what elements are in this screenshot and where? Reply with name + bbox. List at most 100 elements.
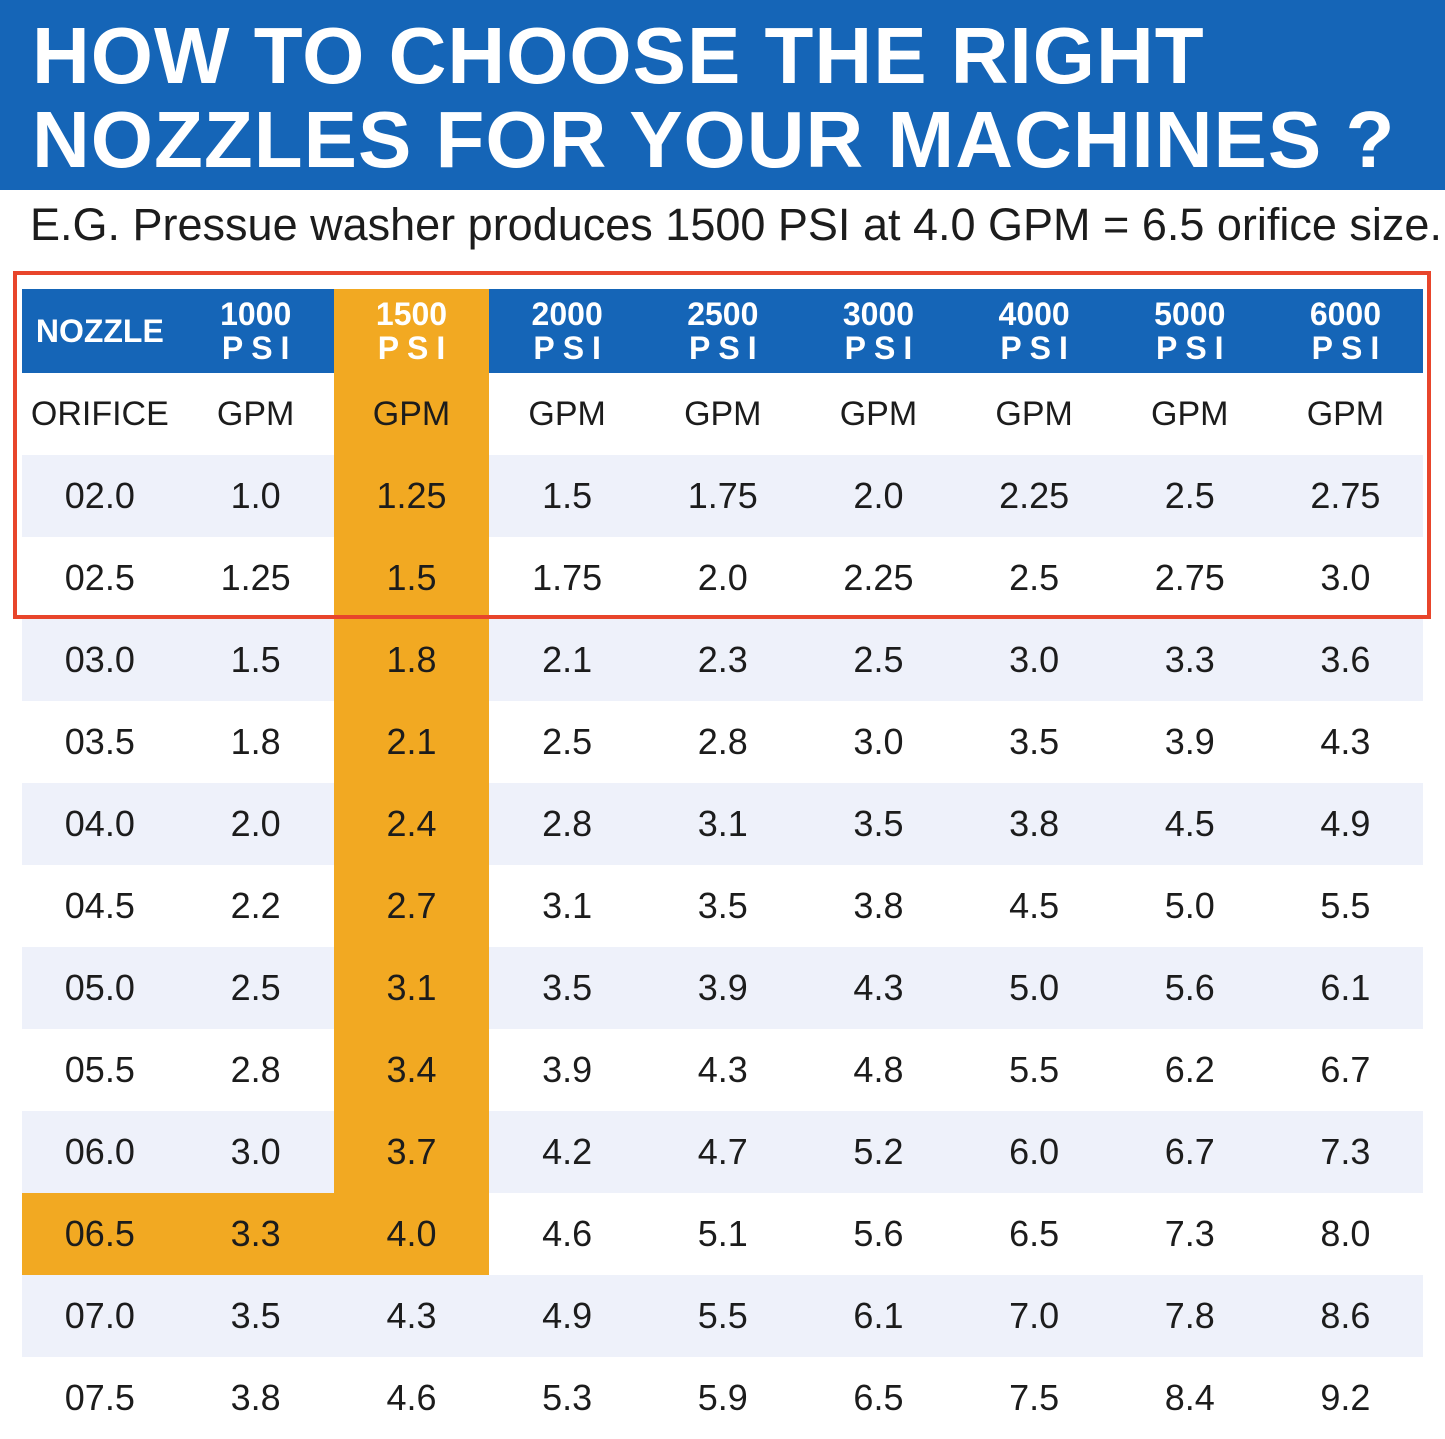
units-cell-gpm: GPM	[1306, 394, 1385, 433]
units-cell-gpm: GPM	[839, 394, 918, 433]
gpm-cell: 1.75	[687, 475, 758, 516]
gpm-cell: 2.5	[542, 721, 593, 762]
header-row: NOZZLE 1000 PSI 1500 PSI 2000 PSI 2500 PSI 3000 PS…	[22, 289, 1423, 373]
gpm-cell: 6.2	[1164, 1049, 1215, 1090]
gpm-cell: 3.1	[542, 885, 593, 926]
gpm-cell: 2.1	[333, 701, 490, 783]
gpm-cell: 3.5	[1009, 721, 1060, 762]
gpm-cell: 5.1	[697, 1213, 748, 1254]
header-cell-4000-psi: 4000 PSI	[956, 289, 1112, 373]
gpm-cell: 4.3	[697, 1049, 748, 1090]
table-row: 07.0 3.5 4.3 4.9 5.5 6.1 7.0 7.8 8.6	[22, 1275, 1423, 1357]
table-row: 03.0 1.5 1.8 2.1 2.3 2.5 3.0 3.3 3.6	[22, 619, 1423, 701]
table-row: 05.0 2.5 3.1 3.5 3.9 4.3 5.0 5.6 6.1	[22, 947, 1423, 1029]
gpm-cell: 5.3	[542, 1377, 593, 1418]
gpm-cell: 3.0	[230, 1131, 281, 1172]
title-line-1: HOW TO CHOOSE THE RIGHT	[32, 11, 1205, 100]
gpm-cell: 2.75	[1154, 557, 1225, 598]
gpm-cell: 4.9	[1320, 803, 1371, 844]
orifice-cell: 07.5	[64, 1377, 135, 1418]
pressure-value: 2500	[687, 296, 759, 332]
table-row: 06.0 3.0 3.7 4.2 4.7 5.2 6.0 6.7 7.3	[22, 1111, 1423, 1193]
pressure-unit: PSI	[377, 330, 454, 366]
table-row: 04.0 2.0 2.4 2.8 3.1 3.5 3.8 4.5 4.9	[22, 783, 1423, 865]
gpm-cell: 6.5	[853, 1377, 904, 1418]
pressure-unit: PSI	[533, 330, 609, 366]
gpm-cell: 3.6	[1320, 639, 1371, 680]
units-cell-gpm: GPM	[684, 394, 762, 433]
gpm-cell: 4.7	[697, 1131, 748, 1172]
gpm-cell: 1.0	[230, 475, 281, 516]
gpm-cell: 1.75	[532, 557, 603, 598]
example-note: E.G. Pressue washer produces 1500 PSI at…	[30, 199, 1442, 250]
gpm-cell: 5.5	[697, 1295, 748, 1336]
gpm-cell: 3.4	[333, 1029, 490, 1111]
orifice-cell: 03.5	[64, 721, 135, 762]
gpm-cell: 6.7	[1164, 1131, 1215, 1172]
gpm-cell: 5.6	[853, 1213, 904, 1254]
gpm-cell: 3.3	[177, 1193, 334, 1275]
gpm-cell: 3.5	[542, 967, 593, 1008]
gpm-cell: 7.3	[1164, 1213, 1215, 1254]
gpm-cell: 8.6	[1320, 1295, 1371, 1336]
gpm-cell: 4.2	[542, 1131, 593, 1172]
gpm-cell: 2.8	[697, 721, 748, 762]
gpm-cell: 4.3	[1320, 721, 1371, 762]
pressure-unit: PSI	[844, 330, 921, 366]
units-cell-gpm: GPM	[1151, 394, 1229, 433]
orifice-cell: 02.0	[64, 475, 135, 516]
gpm-cell: 1.25	[220, 557, 291, 598]
pressure-value: 4000	[998, 296, 1070, 332]
gpm-cell: 3.7	[333, 1111, 490, 1193]
gpm-cell: 5.9	[697, 1377, 748, 1418]
gpm-cell: 7.5	[1009, 1377, 1060, 1418]
gpm-cell: 2.25	[999, 475, 1070, 516]
header-cell-2500-psi: 2500 PSI	[645, 289, 801, 373]
gpm-cell: 3.5	[230, 1295, 281, 1336]
orifice-cell: 02.5	[64, 557, 135, 598]
gpm-cell: 2.0	[853, 475, 904, 516]
gpm-cell: 9.2	[1320, 1377, 1371, 1418]
pressure-unit: PSI	[1155, 330, 1232, 366]
gpm-cell: 2.5	[1164, 475, 1215, 516]
gpm-cell: 7.3	[1320, 1131, 1371, 1172]
gpm-cell: 3.0	[1009, 639, 1060, 680]
gpm-cell: 7.0	[1009, 1295, 1060, 1336]
gpm-cell: 3.5	[853, 803, 904, 844]
gpm-cell: 4.3	[386, 1295, 437, 1336]
gpm-cell: 7.8	[1164, 1295, 1215, 1336]
gpm-cell: 2.0	[230, 803, 281, 844]
gpm-cell: 2.5	[853, 639, 904, 680]
gpm-cell: 2.5	[230, 967, 281, 1008]
gpm-cell: 3.8	[853, 885, 904, 926]
gpm-cell: 4.5	[1164, 803, 1215, 844]
header-cell-nozzle: NOZZLE	[35, 313, 164, 349]
title-banner: HOW TO CHOOSE THE RIGHT NOZZLES FOR YOUR…	[0, 0, 1445, 190]
gpm-cell: 5.6	[1164, 967, 1215, 1008]
units-cell-gpm: GPM	[528, 394, 606, 433]
pressure-value: 5000	[1154, 296, 1226, 332]
orifice-cell: 06.0	[64, 1131, 135, 1172]
units-cell-gpm: GPM	[216, 394, 295, 433]
gpm-cell: 3.0	[853, 721, 904, 762]
title-line-2: NOZZLES FOR YOUR MACHINES ?	[32, 95, 1396, 184]
table-row: 02.5 1.25 1.5 1.75 2.0 2.25 2.5 2.75 3.0	[22, 537, 1423, 619]
header-cell-3000-psi: 3000 PSI	[801, 289, 957, 373]
gpm-cell: 3.9	[542, 1049, 593, 1090]
gpm-cell: 4.9	[542, 1295, 593, 1336]
gpm-cell: 2.1	[542, 639, 593, 680]
table-row: 06.5 3.3 4.0 4.6 5.1 5.6 6.5 7.3 8.0	[22, 1193, 1423, 1275]
gpm-cell: 2.25	[843, 557, 914, 598]
gpm-cell: 5.0	[1009, 967, 1060, 1008]
gpm-cell: 2.4	[333, 783, 490, 865]
units-cell-gpm: GPM	[333, 373, 490, 455]
gpm-cell: 2.5	[1009, 557, 1060, 598]
gpm-cell: 1.5	[542, 475, 593, 516]
pressure-unit: PSI	[221, 330, 298, 366]
gpm-cell: 4.8	[853, 1049, 904, 1090]
pressure-value: 1500	[375, 296, 448, 332]
gpm-cell: 3.8	[1009, 803, 1060, 844]
orifice-cell: 05.5	[64, 1049, 135, 1090]
units-cell-orifice: ORIFICE	[30, 394, 169, 433]
table-row: 03.5 1.8 2.1 2.5 2.8 3.0 3.5 3.9 4.3	[22, 701, 1423, 783]
